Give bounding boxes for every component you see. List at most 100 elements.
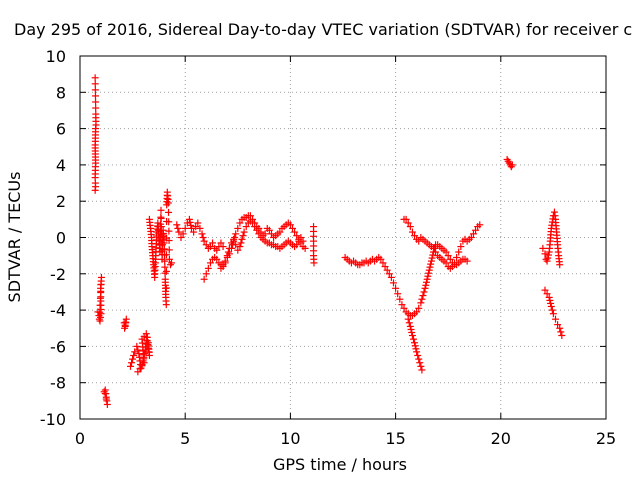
data-point [198,230,206,238]
data-point [164,199,172,207]
x-tick-label: 15 [385,429,405,448]
data-point [385,270,393,278]
data-point [414,351,422,359]
axis-ticks [79,55,607,420]
data-point [411,232,419,240]
data-point [168,259,176,267]
data-point [162,267,170,275]
data-point [174,224,182,232]
data-point [416,359,424,367]
data-point [424,272,432,280]
y-tick-label: 0 [56,229,66,248]
data-point [453,253,461,261]
y-axis-label: SDTVAR / TECUs [5,172,24,303]
data-point [554,321,562,329]
data-point [442,248,450,256]
data-point [379,259,387,267]
data-point [293,241,301,249]
y-tick-label: -2 [50,265,66,284]
data-point [126,362,134,370]
data-point [261,230,269,238]
x-tick-label: 25 [596,429,616,448]
data-point [451,259,459,267]
data-point [556,261,564,269]
data-point [543,257,551,265]
data-point [134,346,142,354]
data-point [186,218,194,226]
data-point [200,275,208,283]
data-point [121,324,129,332]
data-point [165,208,173,216]
data-point [96,294,104,302]
data-point [267,230,275,238]
data-point [415,237,423,245]
data-point [377,255,385,263]
data-point [91,80,99,88]
data-point [160,239,168,247]
y-tick-label: 8 [56,83,66,102]
data-point [297,234,305,241]
data-point [406,322,414,330]
data-point [417,299,425,307]
data-point [234,246,242,254]
data-point [400,304,408,312]
data-point [219,243,227,251]
data-point [476,221,484,229]
data-point [91,86,99,94]
data-point [165,237,173,245]
data-point [227,239,235,247]
data-point [299,237,307,245]
data-point [97,287,105,295]
data-point [91,186,99,194]
y-tick-label: -4 [50,301,66,320]
data-point [175,228,183,236]
data-point [383,266,391,274]
data-point [415,304,423,312]
data-point [162,251,170,259]
data-point [206,259,214,267]
data-point [276,228,284,236]
data-point [541,250,549,258]
data-point [422,278,430,286]
data-point [387,273,395,281]
data-point [293,232,301,240]
data-point [418,366,426,374]
data-point [236,243,244,251]
data-point [548,306,556,314]
data-point [423,275,431,283]
y-tick-label: -10 [40,410,66,429]
data-point [217,264,225,272]
data-point [97,280,105,288]
data-point [92,98,100,106]
data-point [418,295,426,303]
data-point [404,315,412,323]
data-point [413,348,421,356]
y-tick-label: 6 [56,120,66,139]
data-point [253,226,261,234]
data-point [421,284,429,292]
data-point [402,215,410,223]
data-point [225,244,233,252]
data-point [161,269,169,277]
data-point [412,345,420,353]
chart-title: Day 295 of 2016, Sidereal Day-to-day VTE… [14,20,632,39]
data-point [190,228,198,236]
data-point [177,234,185,241]
y-tick-label: -6 [50,337,66,356]
x-tick-label: 10 [280,429,300,448]
data-point [392,284,400,292]
data-point [541,286,549,294]
data-point [91,74,99,82]
data-point [238,235,246,243]
data-point [543,290,551,298]
data-point [188,224,196,232]
data-point [165,255,173,263]
data-point [389,279,397,287]
data-point [161,263,169,271]
data-point [236,219,244,227]
data-point [128,359,136,367]
data-point [204,264,212,272]
data-point [157,223,165,231]
data-point [442,259,450,267]
data-point [407,325,415,333]
